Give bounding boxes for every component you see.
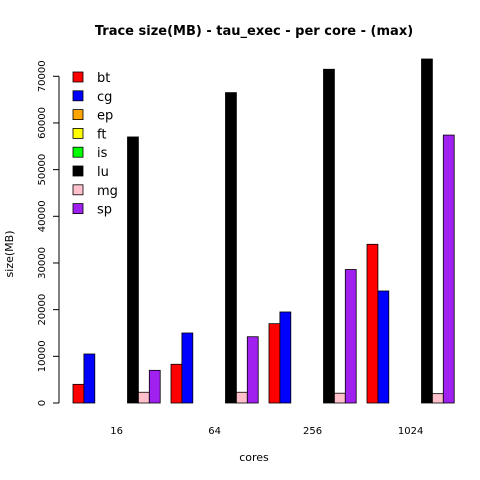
legend-swatch-bt [72, 71, 84, 83]
bar-bt-256 [268, 323, 281, 404]
y-tick-label: 60000 [37, 107, 48, 139]
bar-mg-1024 [431, 393, 444, 404]
legend-label-is: is [97, 146, 108, 161]
bars [72, 58, 455, 404]
bar-bt-16 [72, 383, 85, 404]
y-axis-label: size(MB) [3, 231, 16, 278]
legend-swatch-ft [72, 127, 84, 139]
legend-label-sp: sp [97, 203, 112, 218]
bar-sp-1024 [442, 134, 455, 404]
legend-label-lu: lu [97, 165, 109, 180]
legend-swatch-ep [72, 109, 84, 120]
bar-sp-256 [344, 269, 357, 404]
bar-bt-64 [170, 363, 183, 404]
bar-cg-256 [279, 311, 292, 404]
legend-swatch-is [72, 146, 84, 158]
bar-sp-16 [148, 369, 161, 404]
x-tick-label: 64 [208, 426, 221, 437]
legend-swatch-sp [72, 203, 84, 215]
bar-mg-64 [235, 391, 248, 404]
legend-label-ft: ft [97, 127, 106, 142]
y-tick-label: 30000 [37, 247, 48, 279]
bar-cg-16 [83, 353, 96, 404]
bar-lu-256 [323, 68, 335, 404]
y-tick-label: 40000 [37, 200, 48, 232]
bar-lu-1024 [421, 58, 433, 404]
bar-cg-64 [181, 332, 194, 404]
legend: bt cg ep ft is lu mg sp [72, 71, 118, 218]
x-tick-labels: 16 64 256 1024 [110, 426, 423, 437]
y-tick-label: 20000 [37, 294, 48, 326]
y-axis: 0 10000 20000 30000 40000 50000 60000 70000 [37, 60, 60, 406]
bar-sp-64 [246, 336, 259, 404]
y-tick-label: 70000 [37, 60, 48, 92]
legend-swatch-lu [72, 165, 84, 177]
chart-title: Trace size(MB) - tau_exec - per core - (… [95, 24, 413, 39]
x-tick-label: 16 [110, 426, 123, 437]
x-tick-label: 256 [303, 426, 322, 437]
y-tick-label: 10000 [37, 340, 48, 372]
bar-lu-16 [127, 136, 139, 404]
bar-mg-256 [333, 392, 346, 404]
bar-cg-1024 [377, 290, 390, 404]
x-tick-label: 1024 [398, 426, 423, 437]
bar-bt-1024 [366, 243, 379, 404]
bar-mg-16 [137, 391, 150, 404]
bar-lu-64 [225, 92, 237, 404]
legend-label-ep: ep [97, 109, 113, 124]
y-tick-label: 50000 [37, 154, 48, 186]
legend-swatch-cg [72, 90, 84, 102]
legend-label-mg: mg [97, 184, 118, 199]
legend-label-cg: cg [97, 90, 112, 105]
x-axis-label: cores [239, 451, 269, 464]
legend-swatch-mg [72, 184, 84, 196]
legend-label-bt: bt [97, 71, 110, 86]
y-tick-label: 0 [37, 400, 48, 406]
